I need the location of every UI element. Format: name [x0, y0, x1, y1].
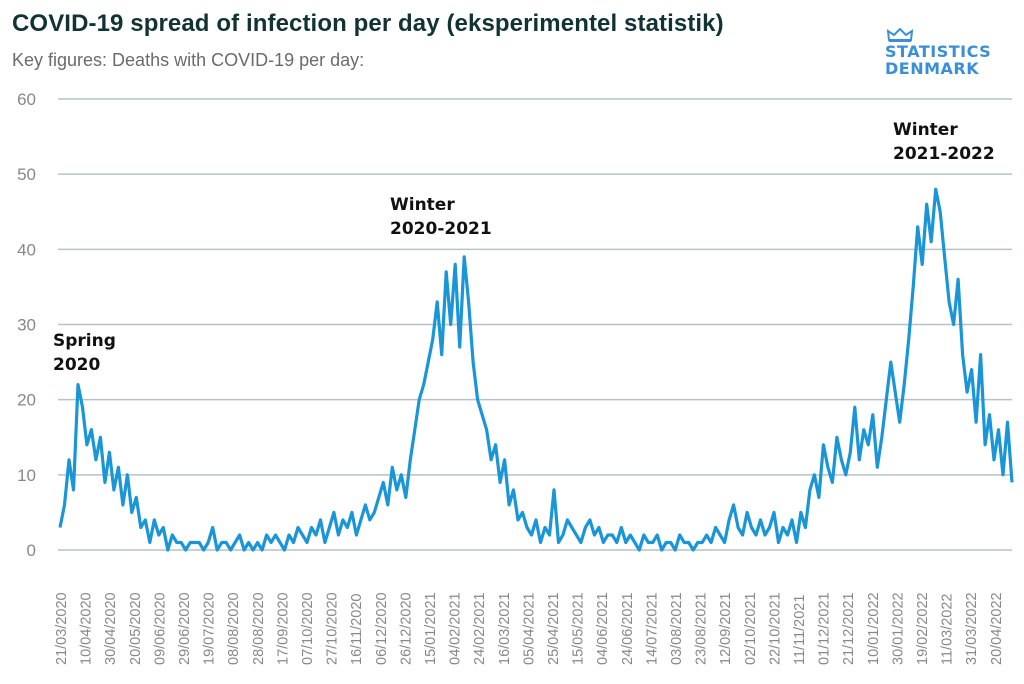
x-tick-label: 09/06/2020 — [152, 592, 168, 665]
x-tick-label: 14/07/2021 — [644, 592, 660, 665]
x-tick-label: 29/06/2020 — [177, 592, 193, 665]
annotations: Spring 2020 Winter 2020-2021 Winter 2021-2022 — [53, 120, 995, 375]
x-tick-label: 16/11/2020 — [349, 594, 365, 666]
x-axis-ticks: 21/03/2020 10/04/2020 30/04/2020 20/05/2020… — [54, 592, 1005, 665]
annotation-label: 2020 — [53, 355, 100, 375]
x-tick-label: 20/05/2020 — [128, 592, 144, 665]
y-tick-label: 0 — [27, 541, 36, 560]
x-tick-label: 19/02/2022 — [915, 592, 931, 665]
x-tick-label: 19/07/2020 — [202, 592, 218, 665]
x-tick-label: 11/03/2022 — [940, 594, 956, 666]
data-points — [59, 189, 1013, 551]
x-tick-label: 03/08/2021 — [669, 592, 685, 665]
x-tick-label: 15/05/2021 — [571, 592, 587, 665]
x-tick-label: 21/03/2020 — [54, 592, 70, 665]
x-tick-label: 10/01/2022 — [866, 592, 882, 665]
annotation-label: Winter — [893, 120, 958, 140]
statistics-denmark-logo: STATISTICS DENMARK — [885, 28, 995, 77]
x-tick-label: 17/09/2020 — [275, 592, 291, 665]
x-tick-label: 15/01/2021 — [423, 592, 439, 665]
x-tick-label: 31/03/2022 — [964, 592, 980, 665]
x-tick-label: 16/03/2021 — [497, 592, 513, 665]
chart-title: COVID-19 spread of infection per day (ek… — [12, 10, 724, 37]
x-tick-label: 28/08/2020 — [251, 592, 267, 665]
x-tick-label: 21/12/2021 — [841, 592, 857, 665]
x-tick-label: 04/02/2021 — [448, 592, 464, 665]
x-tick-label: 25/04/2021 — [546, 592, 562, 665]
deaths-series-line — [58, 187, 1014, 552]
annotation-label: 2020-2021 — [390, 219, 492, 239]
annotation-label: Spring — [53, 331, 116, 351]
x-tick-label: 24/06/2021 — [620, 592, 636, 665]
x-tick-label: 11/11/2021 — [792, 595, 808, 665]
x-tick-label: 07/10/2020 — [300, 592, 316, 665]
y-tick-label: 30 — [17, 316, 36, 335]
x-tick-label: 26/12/2020 — [398, 592, 414, 665]
x-tick-label: 12/09/2021 — [718, 592, 734, 665]
x-tick-label: 22/10/2021 — [767, 592, 783, 665]
chart-subtitle: Key figures: Deaths with COVID-19 per da… — [12, 50, 365, 70]
x-tick-label: 30/04/2020 — [103, 592, 119, 665]
gridlines — [58, 98, 1012, 551]
y-axis-ticks: 0 10 20 30 40 50 60 — [17, 90, 36, 560]
annotation-label: Winter — [390, 195, 455, 215]
annotation-label: 2021-2022 — [893, 144, 995, 164]
y-tick-label: 50 — [17, 165, 36, 184]
x-tick-label: 06/12/2020 — [374, 592, 390, 665]
crown-icon — [887, 28, 913, 42]
y-tick-label: 20 — [17, 391, 36, 410]
x-tick-label: 24/02/2021 — [472, 592, 488, 665]
logo-line-1: STATISTICS — [885, 42, 992, 61]
y-tick-label: 40 — [17, 240, 36, 259]
x-tick-label: 23/08/2021 — [694, 592, 710, 665]
y-tick-label: 60 — [17, 90, 36, 109]
x-tick-label: 10/04/2020 — [79, 592, 95, 665]
x-tick-label: 30/01/2022 — [890, 592, 906, 665]
x-tick-label: 08/08/2020 — [226, 592, 242, 665]
x-tick-label: 20/04/2022 — [989, 592, 1005, 665]
x-tick-label: 04/06/2021 — [595, 592, 611, 665]
x-tick-label: 01/12/2021 — [817, 592, 833, 665]
x-tick-label: 27/10/2020 — [325, 592, 341, 665]
x-tick-label: 05/04/2021 — [521, 592, 537, 665]
logo-line-2: DENMARK — [885, 59, 980, 78]
y-tick-label: 10 — [17, 466, 36, 485]
x-tick-label: 02/10/2021 — [743, 592, 759, 665]
